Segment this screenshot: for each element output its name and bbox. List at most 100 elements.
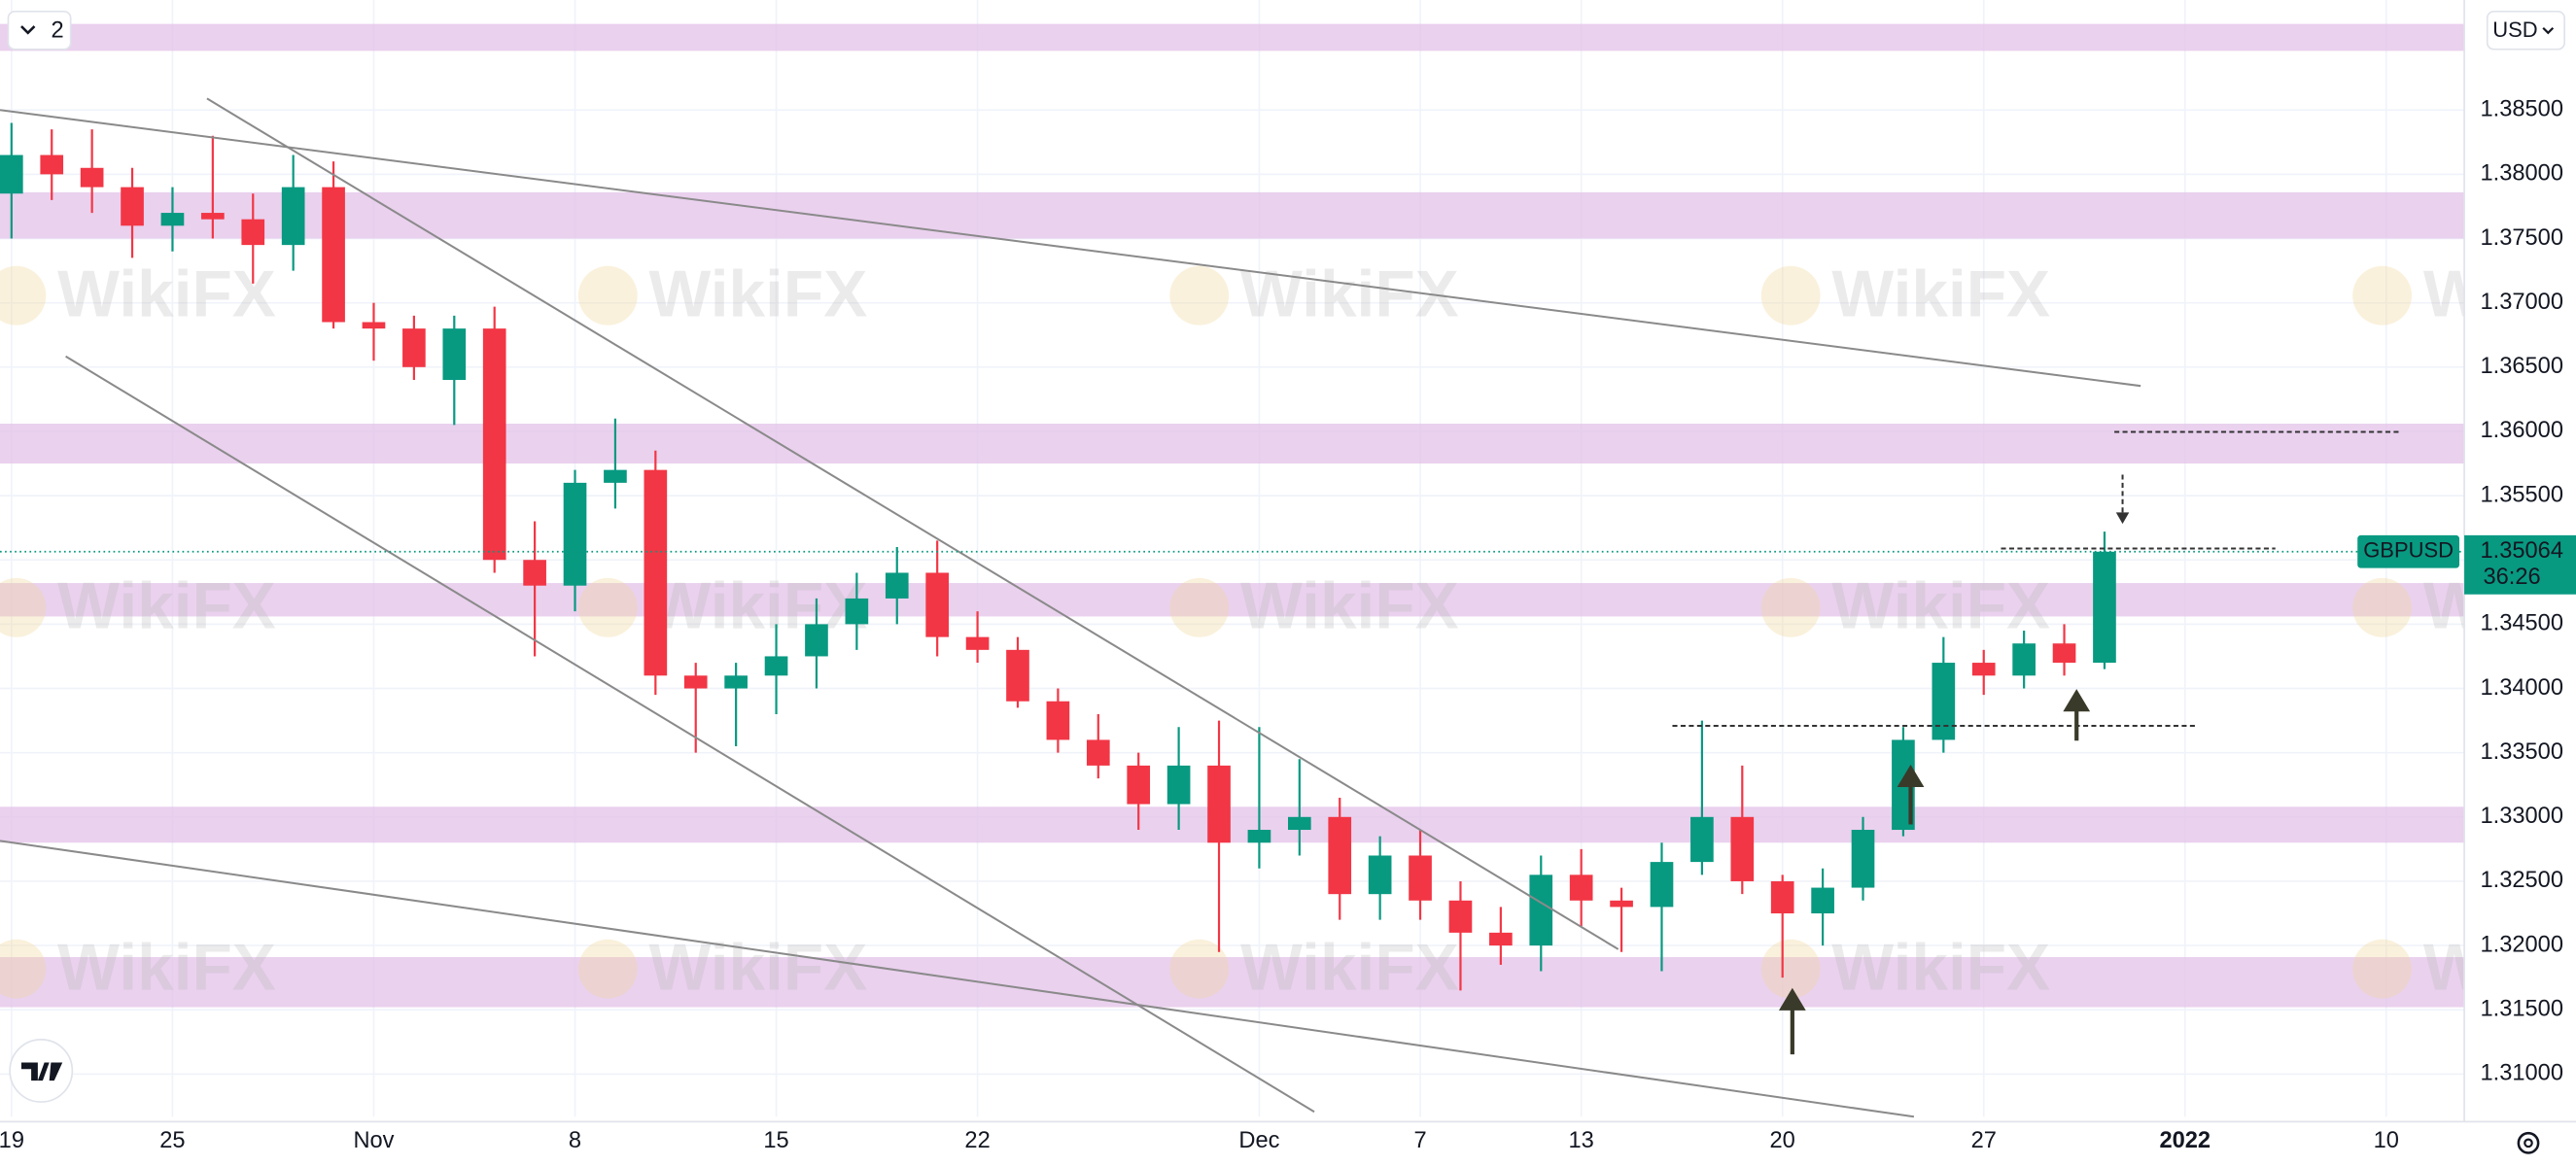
arrow-head — [2115, 512, 2130, 525]
candle-body — [1690, 816, 1714, 863]
candle-body — [1650, 862, 1674, 908]
candle-body — [1971, 663, 1996, 676]
arrow-head — [1778, 987, 1806, 1011]
candle-body — [1811, 887, 1834, 914]
chevron-icon — [2542, 26, 2555, 35]
candle-body — [1328, 816, 1352, 895]
price-badge — [2464, 534, 2576, 595]
y-tick-label: 1.36000 — [2480, 418, 2563, 443]
candle-body — [1207, 765, 1231, 843]
watermark: WikiFX — [57, 931, 276, 1004]
watermark: WikiFX — [57, 570, 276, 643]
candle-body — [1730, 816, 1755, 881]
candle-body — [80, 167, 104, 188]
watermark: WikiFX — [649, 257, 868, 330]
candle-body — [1368, 855, 1392, 895]
watermark-logo — [1760, 939, 1821, 999]
y-tick-label: 1.32000 — [2480, 932, 2563, 957]
settings-icon-center — [2524, 1138, 2533, 1149]
candle-body — [1086, 739, 1110, 766]
trend-line — [0, 840, 1915, 1118]
watermark-logo — [0, 577, 47, 637]
symbol-label: GBPUSD — [2363, 538, 2454, 563]
candle-body — [845, 598, 869, 625]
candle-body — [322, 187, 345, 323]
symbol-badge — [2357, 534, 2460, 568]
candle-body — [402, 328, 426, 367]
candle-body — [281, 187, 305, 246]
trend-line — [0, 109, 2141, 388]
trend-line — [65, 355, 1315, 1114]
candle-body — [482, 328, 506, 561]
candle-body — [724, 675, 748, 689]
y-tick-label: 1.31000 — [2480, 1061, 2563, 1086]
watermark: WikiFX — [649, 931, 868, 1004]
x-tick-label: 13 — [1569, 1128, 1594, 1153]
candle-body — [1046, 701, 1070, 740]
watermark-logo — [1169, 577, 1230, 637]
countdown-label: 36:26 — [2483, 565, 2540, 590]
y-tick-label: 1.34000 — [2480, 675, 2563, 701]
candle-body — [1770, 880, 1794, 914]
watermark: WikiFX — [57, 257, 276, 330]
candle-body — [121, 187, 144, 226]
x-tick-label: Dec — [1238, 1128, 1279, 1153]
trend-line — [206, 97, 1619, 950]
y-tick-label: 1.38000 — [2480, 161, 2563, 187]
watermark-logo — [1169, 265, 1230, 326]
x-tick-label: 15 — [763, 1128, 788, 1153]
candle-body — [644, 469, 668, 676]
watermark: WikiFX — [1240, 257, 1459, 330]
watermark-logo — [1760, 577, 1821, 637]
candle-body — [925, 572, 950, 637]
watermark-logo — [577, 577, 638, 637]
candle-body — [885, 572, 909, 599]
x-tick-label: 8 — [569, 1128, 581, 1153]
candle-body — [683, 675, 708, 689]
watermark-logo — [0, 939, 47, 999]
indicator-toggle[interactable] — [7, 10, 72, 51]
drawings — [0, 97, 2399, 1118]
y-tick-label: 1.35500 — [2480, 482, 2563, 507]
candle-body — [1409, 855, 1432, 901]
time-axis — [0, 1121, 2576, 1166]
price-zone — [0, 806, 2465, 843]
candle-body — [1247, 830, 1271, 843]
candle-body — [40, 154, 64, 175]
candle-body — [2052, 643, 2076, 664]
y-tick-label: 1.37500 — [2480, 225, 2563, 251]
tradingview-logo[interactable] — [9, 1039, 74, 1103]
arrow-head — [2063, 689, 2091, 712]
candle-body — [1166, 765, 1191, 805]
currency-button[interactable] — [2486, 10, 2566, 51]
x-tick-label: 25 — [159, 1128, 185, 1153]
candle-body — [2012, 643, 2036, 676]
watermark: WikiFX — [1240, 931, 1459, 1004]
y-tick-label: 1.33000 — [2480, 804, 2563, 829]
candle-body — [1569, 874, 1593, 901]
candle-body — [563, 482, 587, 586]
watermark-logo — [0, 265, 47, 326]
candle-body — [1529, 874, 1553, 946]
logo-mark — [20, 1062, 63, 1081]
x-tick-label: 20 — [1770, 1128, 1795, 1153]
x-tick-label: 19 — [0, 1128, 24, 1153]
candle-body — [362, 322, 386, 329]
y-tick-label: 1.34500 — [2480, 611, 2563, 636]
watermark: WikiFX — [1240, 570, 1459, 643]
candle-body — [1288, 816, 1311, 831]
chevron-icon — [20, 25, 36, 35]
watermark-logo — [1760, 265, 1821, 326]
candle-body — [0, 154, 23, 194]
background-layer — [0, 0, 2465, 1117]
watermark: WikiFX — [649, 570, 868, 643]
watermark: WikiFX — [1831, 257, 2050, 330]
watermark-logo — [2352, 577, 2412, 637]
candle-body — [1489, 932, 1513, 946]
watermark: WikiFX — [1831, 931, 2050, 1004]
settings-icon[interactable] — [2517, 1131, 2540, 1154]
last-price-label: 1.35064 — [2480, 538, 2563, 564]
